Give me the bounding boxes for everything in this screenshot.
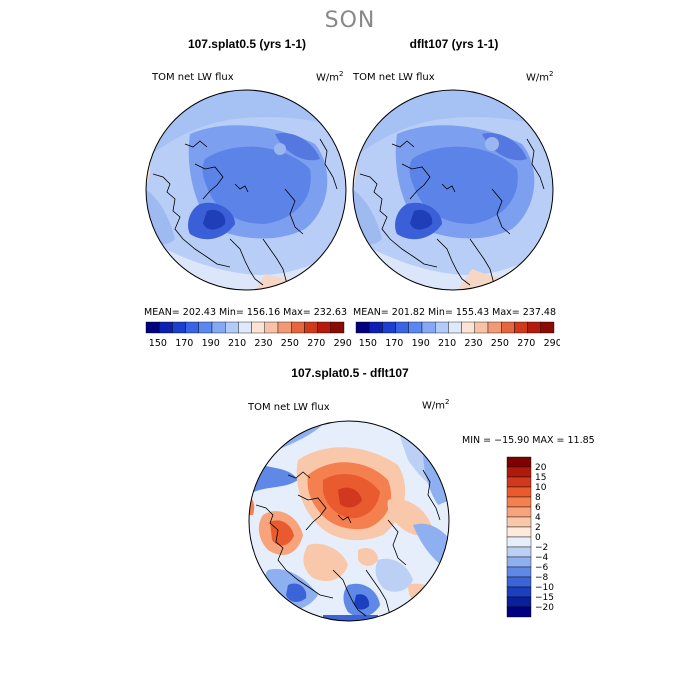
season-title: SON <box>324 8 376 33</box>
panel-1-units: W/m2 <box>316 70 344 84</box>
diff-field-label: TOM net LW flux <box>248 402 330 413</box>
colorbar-swatch <box>506 566 532 578</box>
colorbar-swatch <box>506 526 532 538</box>
colorbar-tick-label: 8 <box>535 493 541 503</box>
colorbar-tick-label: −20 <box>535 603 554 613</box>
colorbar-tick-label: −2 <box>535 543 548 553</box>
colorbar-swatch <box>408 321 423 334</box>
colorbar-tick-label: 2 <box>535 523 541 533</box>
colorbar-tick-label: 210 <box>438 338 456 349</box>
colorbar-tick-label: −15 <box>535 593 554 603</box>
colorbar-swatch <box>355 321 370 334</box>
diff-stats: MIN = −15.90 MAX = 11.85 <box>462 435 595 446</box>
colorbar-tick-label: 270 <box>307 338 325 349</box>
colorbar-swatch <box>501 321 515 334</box>
colorbar-tick-label: −8 <box>535 573 549 583</box>
colorbar-tick-label: 290 <box>334 338 352 349</box>
colorbar-swatch <box>330 321 345 334</box>
colorbar-swatch <box>382 321 396 334</box>
colorbar-swatch <box>145 321 160 334</box>
panel-2-title: dflt107 (yrs 1-1) <box>409 37 499 51</box>
colorbar-swatch <box>421 321 436 334</box>
colorbar-swatch <box>290 321 305 334</box>
colorbar-swatch <box>304 321 318 334</box>
colorbar-swatch <box>238 321 252 334</box>
diff-units: W/m2 <box>422 398 450 412</box>
colorbar-horizontal: 150 170 190 210 230 250 270 290 150 170 190 210 230… <box>145 321 560 349</box>
panel-1-stats: MEAN= 202.43 Min= 156.16 Max= 232.63 <box>144 307 348 318</box>
colorbar-swatch <box>506 486 532 498</box>
colorbar-right: 150 170 190 210 230 250 270 290 <box>355 321 560 349</box>
colorbar-swatch <box>198 321 213 334</box>
colorbar-tick-label: −10 <box>535 583 554 593</box>
panel-2-map <box>352 89 554 291</box>
colorbar-swatch <box>506 496 532 508</box>
colorbar-swatch <box>487 321 502 334</box>
colorbar-swatch <box>317 321 332 334</box>
colorbar-swatch <box>461 321 476 334</box>
colorbar-tick-label: 250 <box>491 338 509 349</box>
colorbar-swatch <box>506 546 532 558</box>
panel-2-field-label: TOM net LW flux <box>353 72 435 83</box>
colorbar-swatch <box>506 596 532 608</box>
colorbar-swatch <box>159 321 173 334</box>
colorbar-swatch <box>506 476 532 488</box>
colorbar-tick-label: 170 <box>385 338 403 349</box>
colorbar-tick-label: 0 <box>535 533 541 543</box>
diff-title: 107.splat0.5 - dflt107 <box>291 366 409 380</box>
colorbar-tick-label: 10 <box>535 483 547 493</box>
colorbar-tick-label: −6 <box>535 563 549 573</box>
colorbar-swatch <box>448 321 462 334</box>
colorbar-swatch <box>506 586 532 598</box>
colorbar-swatch <box>368 321 383 334</box>
colorbar-tick-label: 230 <box>464 338 482 349</box>
colorbar-tick-label: 190 <box>412 338 430 349</box>
panel-1-map <box>145 89 347 291</box>
colorbar-tick-label: −4 <box>535 553 549 563</box>
colorbar-swatch <box>506 576 532 588</box>
panel-1-field-label: TOM net LW flux <box>152 72 234 83</box>
colorbar-tick-label: 150 <box>149 338 167 349</box>
colorbar-swatch <box>506 466 532 478</box>
colorbar-swatch <box>251 321 265 334</box>
colorbar-swatch <box>277 321 292 334</box>
colorbar-swatch <box>527 321 542 334</box>
colorbar-tick-label: 250 <box>281 338 299 349</box>
colorbar-swatch <box>506 456 532 468</box>
colorbar-tick-label: 230 <box>254 338 272 349</box>
diff-map <box>248 420 450 622</box>
colorbar-tick-label: 270 <box>517 338 535 349</box>
colorbar-swatch <box>506 556 532 568</box>
colorbar-swatch <box>185 321 199 334</box>
colorbar-swatch <box>540 321 555 334</box>
colorbar-tick-label: 190 <box>202 338 220 349</box>
colorbar-swatch <box>474 321 489 334</box>
colorbar-tick-label: 290 <box>544 338 560 349</box>
colorbar-tick-label: 210 <box>228 338 246 349</box>
colorbar-swatch <box>395 321 410 334</box>
panel-1-title: 107.splat0.5 (yrs 1-1) <box>187 37 307 51</box>
colorbar-swatch <box>506 606 532 618</box>
colorbar-left: 150 170 190 210 230 250 270 290 <box>145 321 352 349</box>
colorbar-tick-label: 20 <box>535 463 547 473</box>
colorbar-swatch <box>224 321 239 334</box>
panel-2-units: W/m2 <box>526 70 554 84</box>
colorbar-tick-label: 170 <box>175 338 193 349</box>
colorbar-swatch <box>264 321 279 334</box>
colorbar-tick-label: 150 <box>359 338 377 349</box>
colorbar-tick-label: 4 <box>535 513 541 523</box>
colorbar-tick-label: 15 <box>535 473 546 483</box>
colorbar-swatch <box>514 321 528 334</box>
colorbar-swatch <box>172 321 186 334</box>
colorbar-tick-label: 6 <box>535 503 541 513</box>
panel-2-stats: MEAN= 201.82 Min= 155.43 Max= 237.48 <box>353 307 557 318</box>
colorbar-swatch <box>506 536 532 548</box>
colorbar-swatch <box>506 506 532 518</box>
colorbar-swatch <box>211 321 226 334</box>
colorbar-swatch <box>435 321 449 334</box>
colorbar-swatch <box>506 516 532 528</box>
